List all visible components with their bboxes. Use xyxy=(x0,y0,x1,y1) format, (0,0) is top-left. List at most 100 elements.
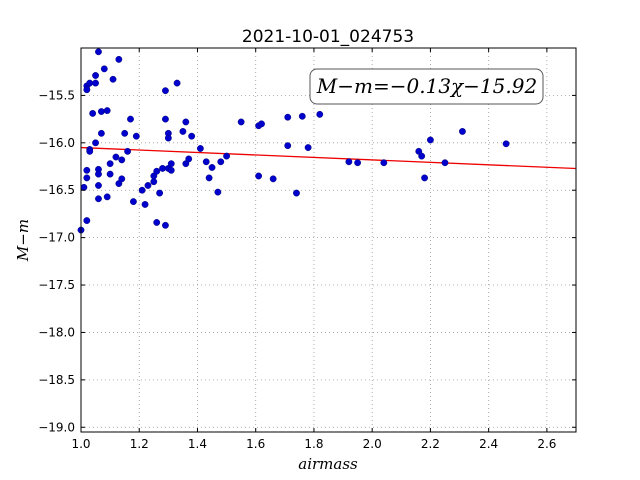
data-point xyxy=(130,198,137,206)
data-point xyxy=(214,188,222,196)
data-point xyxy=(144,182,152,189)
data-point xyxy=(95,170,102,178)
data-point xyxy=(86,79,94,87)
data-point xyxy=(298,112,306,120)
data-point xyxy=(502,140,510,148)
data-point xyxy=(156,189,164,197)
data-point xyxy=(118,175,126,183)
y-tick-label: −18.5 xyxy=(38,373,75,387)
y-tick-label: −19.0 xyxy=(38,420,75,434)
data-point xyxy=(95,48,102,56)
data-point xyxy=(162,221,169,229)
x-tick-label: 2.0 xyxy=(363,437,382,451)
data-point xyxy=(97,108,105,115)
data-point xyxy=(418,152,426,160)
y-axis-label: M−m xyxy=(14,219,32,262)
data-point xyxy=(92,72,99,79)
data-point xyxy=(112,153,120,161)
data-point xyxy=(427,136,434,144)
data-point xyxy=(164,134,172,142)
data-point xyxy=(141,201,149,208)
data-point xyxy=(97,129,105,137)
data-point xyxy=(167,166,175,174)
data-point xyxy=(153,167,161,175)
data-point xyxy=(83,174,91,182)
data-point xyxy=(441,159,449,167)
data-point xyxy=(124,147,131,155)
data-point xyxy=(127,115,134,123)
plot-frame xyxy=(80,47,577,433)
data-point xyxy=(354,159,362,167)
data-point xyxy=(202,158,210,166)
data-point xyxy=(167,160,175,168)
data-point xyxy=(284,142,292,150)
data-point xyxy=(185,155,193,163)
y-tick-label: −18.0 xyxy=(38,325,75,339)
data-point xyxy=(258,120,265,128)
x-tick-label: 1.2 xyxy=(130,437,149,451)
data-point xyxy=(380,159,388,167)
data-point xyxy=(115,55,123,63)
x-tick-label: 2.6 xyxy=(537,437,556,451)
data-point xyxy=(205,174,213,182)
y-tick-label: −15.5 xyxy=(38,88,75,102)
data-point xyxy=(345,158,353,166)
data-point xyxy=(106,170,114,178)
y-tick-label: −17.5 xyxy=(38,278,75,292)
data-point xyxy=(182,118,190,126)
data-point xyxy=(109,75,117,83)
annotation-text: M−m=−0.13χ−15.92 xyxy=(316,74,537,98)
y-tick-label: −16.0 xyxy=(38,136,75,150)
data-point xyxy=(83,86,91,94)
data-point xyxy=(153,219,161,226)
data-point xyxy=(106,160,114,168)
data-point xyxy=(208,164,216,171)
axis-ticks: 1.0 1.2 1.4 1.6 1.8 2.0 2.2 2.4 2.6 −15.5 −16.0 −16… xyxy=(38,48,576,451)
data-point xyxy=(95,182,102,189)
data-point xyxy=(459,128,466,135)
data-point xyxy=(150,178,158,186)
data-point xyxy=(173,79,181,87)
data-point xyxy=(83,166,91,174)
data-point xyxy=(179,128,187,135)
data-point xyxy=(217,158,225,166)
data-point xyxy=(103,107,111,114)
data-point xyxy=(316,110,324,118)
grid-lines xyxy=(80,48,576,432)
data-point xyxy=(162,87,169,95)
x-tick-label: 1.6 xyxy=(246,437,265,451)
data-point xyxy=(92,139,99,147)
data-point xyxy=(196,145,204,152)
data-point xyxy=(421,174,428,182)
data-point xyxy=(188,132,196,140)
fit-annotation: M−m=−0.13χ−15.92 xyxy=(309,68,544,105)
data-point xyxy=(95,195,102,203)
data-point xyxy=(304,144,312,151)
x-tick-label: 2.2 xyxy=(421,437,440,451)
data-point xyxy=(138,186,146,194)
chart-title: 2021-10-01_024753 xyxy=(242,27,414,47)
data-point xyxy=(237,118,245,126)
data-point xyxy=(255,172,263,180)
data-point xyxy=(284,113,292,121)
data-point xyxy=(100,65,108,73)
data-point xyxy=(132,132,140,140)
data-point xyxy=(103,193,111,201)
data-point xyxy=(162,115,169,123)
data-point xyxy=(223,152,230,160)
data-point xyxy=(86,147,94,155)
annotation-box xyxy=(309,68,544,105)
data-point xyxy=(83,217,91,224)
x-tick-label: 2.4 xyxy=(479,437,498,451)
data-point xyxy=(80,183,88,191)
fit-line-layer xyxy=(80,146,577,170)
x-tick-label: 1.4 xyxy=(188,437,207,451)
data-points xyxy=(77,48,510,234)
y-tick-label: −17.0 xyxy=(38,231,75,245)
fit-line xyxy=(80,146,577,170)
data-point xyxy=(92,79,99,87)
data-point xyxy=(89,110,97,117)
x-tick-label: 1.0 xyxy=(71,437,90,451)
data-point xyxy=(118,156,126,164)
